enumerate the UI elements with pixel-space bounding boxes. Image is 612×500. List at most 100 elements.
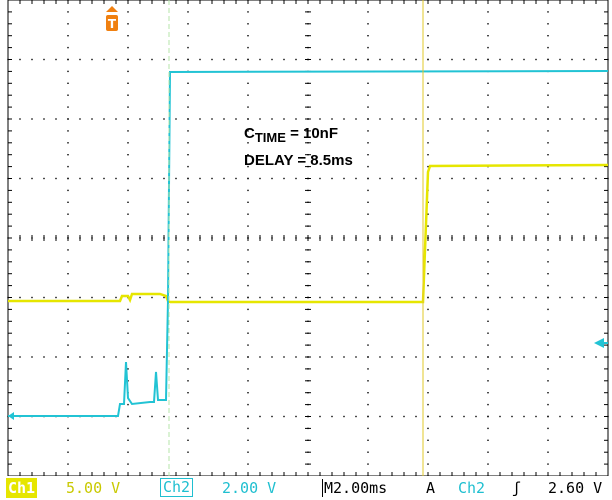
grid-dot [247, 415, 249, 418]
grid-dot [487, 189, 489, 192]
grid-dot [499, 296, 501, 299]
grid-dot [187, 11, 189, 13]
grid-dot [187, 296, 189, 299]
grid-dot [319, 356, 321, 358]
grid-dot [187, 368, 189, 370]
grid-dot [427, 35, 429, 37]
grid-dot [391, 356, 393, 358]
grid-dot [547, 392, 549, 394]
timebase[interactable]: M2.00ms [322, 478, 387, 498]
ch1-scale: 5.00 V [66, 479, 121, 497]
grid-dot [331, 58, 333, 61]
grid-dot [367, 439, 369, 441]
grid-dot [139, 296, 141, 299]
grid-dot [211, 118, 213, 120]
grid-dot [547, 118, 549, 120]
grid-dot [187, 356, 189, 358]
grid-dot [163, 296, 165, 299]
trigger-level[interactable]: 2.60 V [548, 479, 603, 497]
grid-dot [367, 296, 369, 299]
grid-dot [547, 213, 549, 215]
grid-dot [91, 296, 93, 299]
trigger-source[interactable]: Ch2 [458, 479, 486, 497]
grid-dot [547, 58, 549, 61]
grid-dot [547, 368, 549, 370]
grid-dot [367, 189, 369, 192]
grid-dot [55, 118, 57, 120]
grid-dot [211, 58, 213, 61]
grid-dot [547, 142, 549, 144]
grid-dot [163, 177, 165, 180]
grid-dot [127, 356, 129, 358]
grid-dot [463, 415, 465, 418]
grid-dot [247, 118, 249, 120]
grid-dot [547, 308, 549, 311]
grid-dot [127, 249, 129, 251]
grid-dot [547, 35, 549, 37]
left-arrow-icon[interactable] [594, 338, 604, 348]
grid-dot [499, 58, 501, 61]
ch2-waveform [8, 70, 609, 417]
grid-dot [367, 273, 369, 275]
grid-dot [127, 225, 129, 227]
grid-dot [127, 58, 129, 61]
grid-dot [187, 463, 189, 465]
grid-dot [487, 213, 489, 215]
grid-dot [211, 415, 213, 418]
grid-dot [67, 142, 69, 144]
grid-dot [55, 177, 57, 180]
grid-dot [199, 177, 201, 180]
grid-dot [235, 177, 237, 180]
grid-dot [223, 415, 225, 418]
grid-dot [403, 296, 405, 299]
grid-dot [247, 165, 249, 168]
grid-dot [391, 58, 393, 61]
ch2-label[interactable]: Ch2 [160, 478, 194, 497]
grid-dot [427, 344, 429, 346]
grid-dot [427, 23, 429, 25]
grid-dot [187, 427, 189, 430]
grid-dot [247, 142, 249, 144]
grid-dot [295, 356, 297, 358]
grid-dot [283, 58, 285, 61]
grid-dot [331, 177, 333, 180]
grid-dot [367, 249, 369, 251]
grid-dot [247, 130, 249, 132]
grid-dot [487, 106, 489, 108]
grid-dot [67, 273, 69, 275]
grid-dot [355, 58, 357, 61]
grid-dot [151, 177, 153, 180]
grid-dot [463, 296, 465, 299]
grid-dot [31, 58, 33, 61]
trigger-position-marker[interactable]: T [106, 6, 118, 31]
grid-dot [115, 356, 117, 358]
grid-dot [223, 177, 225, 180]
grid-dot [547, 463, 549, 465]
grid-dot [79, 296, 81, 299]
grid-dot [79, 58, 81, 61]
grid-dot [67, 225, 69, 227]
grid-dot [427, 403, 429, 406]
grid-dot [487, 225, 489, 227]
grid-dot [259, 415, 261, 418]
grid-dot [67, 11, 69, 13]
grid-dot [487, 296, 489, 299]
grid-dot [487, 308, 489, 311]
grid-dot [139, 356, 141, 358]
grid-dot [427, 380, 429, 382]
grid-dot [67, 70, 69, 73]
grid-dot [127, 177, 129, 180]
grid-dot [547, 284, 549, 287]
grid-dot [103, 356, 105, 358]
grid-dot [67, 94, 69, 96]
grid-dot [463, 58, 465, 61]
grid-dot [487, 201, 489, 203]
ch1-label[interactable]: Ch1 [6, 478, 38, 498]
grid-dot [247, 225, 249, 227]
grid-dot [187, 130, 189, 132]
grid-dot [199, 356, 201, 358]
grid-dot [427, 308, 429, 311]
grid-dot [523, 177, 525, 180]
grid-dot [67, 427, 69, 430]
grid-dot [187, 320, 189, 322]
